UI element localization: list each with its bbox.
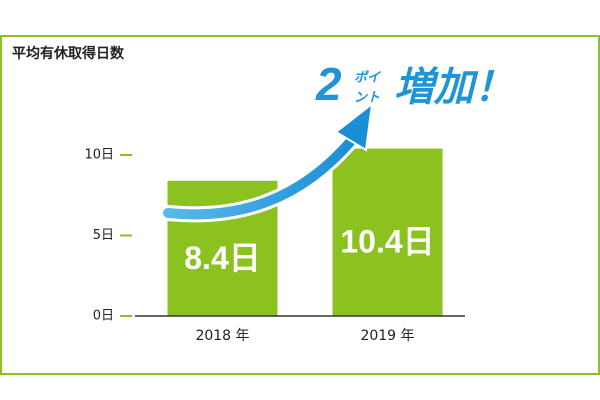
plot: 0日 5日 10日 2018 年 8.4日 2019 年 10.4日 bbox=[84, 148, 465, 344]
arrow bbox=[160, 101, 374, 223]
x-tick-label: 2018 年 bbox=[195, 328, 249, 344]
value-label: 8.4日 bbox=[184, 240, 261, 276]
value-label: 10.4日 bbox=[340, 224, 434, 260]
y-tick-label: 5日 bbox=[93, 228, 114, 243]
annotation-unit: ポイ bbox=[354, 69, 381, 84]
annotation-text: 増加！ bbox=[394, 66, 514, 110]
bar bbox=[332, 148, 443, 316]
y-tick-label: 0日 bbox=[93, 309, 114, 324]
annotation-number: 2 bbox=[315, 58, 342, 110]
y-tick-label: 10日 bbox=[84, 148, 114, 163]
x-tick-label: 2019 年 bbox=[360, 328, 414, 344]
frame bbox=[0, 35, 600, 375]
annotation-unit: ント bbox=[354, 89, 380, 104]
chart-title: 平均有休取得日数 bbox=[12, 45, 125, 62]
